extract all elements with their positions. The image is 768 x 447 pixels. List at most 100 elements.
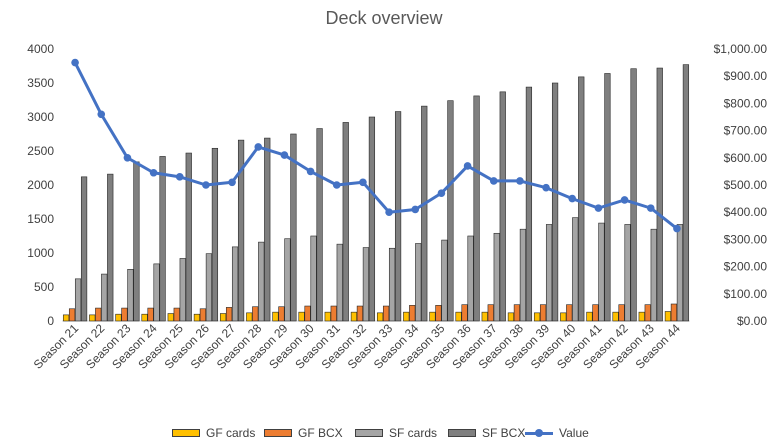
bar-sf-cards	[153, 263, 160, 322]
point-value	[489, 177, 498, 185]
bar-gf-cards	[664, 311, 672, 322]
bar-gf-cards	[376, 312, 384, 322]
bar-gf-bcx	[670, 303, 678, 322]
bar-gf-bcx	[618, 304, 625, 322]
bar-sf-bcx	[578, 76, 585, 322]
bar-sf-cards	[231, 246, 239, 322]
bar-gf-cards	[167, 313, 174, 322]
bar-sf-cards	[74, 278, 82, 322]
bar-gf-cards	[324, 311, 331, 322]
bar-sf-cards	[572, 217, 579, 322]
y-right-tick-label: $300.00	[724, 232, 768, 246]
point-value	[280, 151, 289, 159]
point-value	[123, 154, 132, 162]
bar-sf-cards	[101, 273, 108, 322]
bar-sf-bcx	[682, 64, 690, 322]
point-value	[437, 189, 446, 197]
bar-sf-bcx	[316, 128, 323, 322]
y-right-tick-label: $200.00	[724, 260, 768, 274]
bar-gf-cards	[89, 314, 96, 322]
bar-sf-bcx	[656, 67, 663, 322]
y-right-tick-label: $1,000.00	[714, 42, 768, 56]
bar-gf-cards	[350, 311, 358, 322]
bar-gf-cards	[219, 313, 227, 322]
bar-sf-bcx	[525, 86, 533, 322]
bar-gf-bcx	[356, 305, 364, 322]
bar-sf-cards	[624, 224, 631, 322]
bar-gf-cards	[298, 311, 305, 322]
bar-gf-cards	[115, 313, 122, 322]
bar-gf-bcx	[539, 304, 547, 322]
y-left-tick-label: 0	[47, 314, 54, 328]
point-value	[175, 173, 184, 181]
bar-sf-bcx	[447, 100, 454, 322]
point-value	[542, 183, 550, 192]
bar-sf-cards	[179, 258, 186, 322]
bar-gf-bcx	[435, 305, 442, 322]
legend-label-gf-cards: GF cards	[206, 426, 256, 440]
point-value	[254, 143, 263, 151]
bar-gf-bcx	[304, 305, 311, 322]
point-value	[646, 204, 655, 212]
bar-sf-cards	[284, 238, 291, 322]
legend-item-sf-cards: SF cards	[355, 424, 437, 442]
point-value	[228, 178, 236, 187]
bar-sf-cards	[545, 224, 553, 322]
point-value	[385, 208, 393, 216]
bar-sf-bcx	[551, 82, 559, 322]
legend-swatch-value	[525, 428, 553, 438]
y-right-tick-label: $700.00	[724, 124, 768, 138]
point-value	[620, 196, 629, 204]
bar-gf-bcx	[409, 305, 416, 322]
bar-sf-bcx	[211, 147, 219, 322]
bar-sf-cards	[127, 269, 134, 322]
bar-gf-bcx	[566, 304, 573, 322]
y-right-tick-label: $900.00	[724, 69, 768, 83]
bar-sf-cards	[415, 243, 422, 322]
point-value	[568, 194, 577, 203]
legend-item-gf-bcx: GF BCX	[264, 424, 343, 442]
bar-gf-cards	[455, 311, 462, 322]
chart-title: Deck overview	[325, 8, 443, 28]
bar-sf-bcx	[290, 133, 297, 322]
bar-sf-cards	[336, 243, 343, 322]
bar-gf-bcx	[461, 304, 468, 322]
legend-item-gf-cards: GF cards	[172, 424, 255, 442]
legend-item-sf-bcx: SF BCX	[448, 424, 525, 442]
bar-gf-cards	[403, 311, 410, 322]
bar-gf-cards	[62, 314, 70, 322]
y-left-tick-label: 4000	[27, 42, 54, 56]
bar-gf-bcx	[147, 307, 154, 322]
point-value	[359, 178, 367, 187]
y-left-tick-label: 2500	[27, 144, 54, 158]
legend-label-sf-cards: SF cards	[389, 426, 438, 440]
point-value	[97, 110, 106, 119]
bar-sf-cards	[362, 247, 370, 322]
point-value	[332, 181, 341, 189]
y-left-tick-label: 3500	[27, 76, 54, 90]
bar-gf-cards	[586, 311, 593, 322]
y-right-tick-label: $400.00	[724, 205, 768, 219]
legend-label-value: Value	[559, 426, 589, 440]
bar-gf-cards	[638, 311, 645, 322]
point-value	[411, 205, 420, 214]
bar-gf-bcx	[68, 308, 76, 322]
y-left-tick-label: 3000	[27, 110, 54, 124]
bar-gf-bcx	[330, 305, 337, 322]
bar-gf-cards	[612, 311, 619, 322]
bar-sf-bcx	[342, 122, 349, 322]
bar-gf-bcx	[121, 307, 128, 322]
legend-item-value: Value	[525, 424, 589, 442]
point-value	[71, 58, 79, 67]
bar-gf-bcx	[252, 306, 259, 322]
bar-gf-bcx	[199, 308, 207, 322]
y-right-tick-label: $100.00	[724, 287, 768, 301]
bar-gf-cards	[507, 312, 515, 322]
point-value	[306, 167, 315, 176]
bar-gf-bcx	[513, 304, 521, 322]
bar-gf-cards	[533, 312, 541, 322]
y-left-tick-label: 1500	[27, 212, 54, 226]
bar-sf-bcx	[80, 176, 88, 322]
legend-label-gf-bcx: GF BCX	[298, 426, 343, 440]
point-value	[673, 224, 681, 233]
